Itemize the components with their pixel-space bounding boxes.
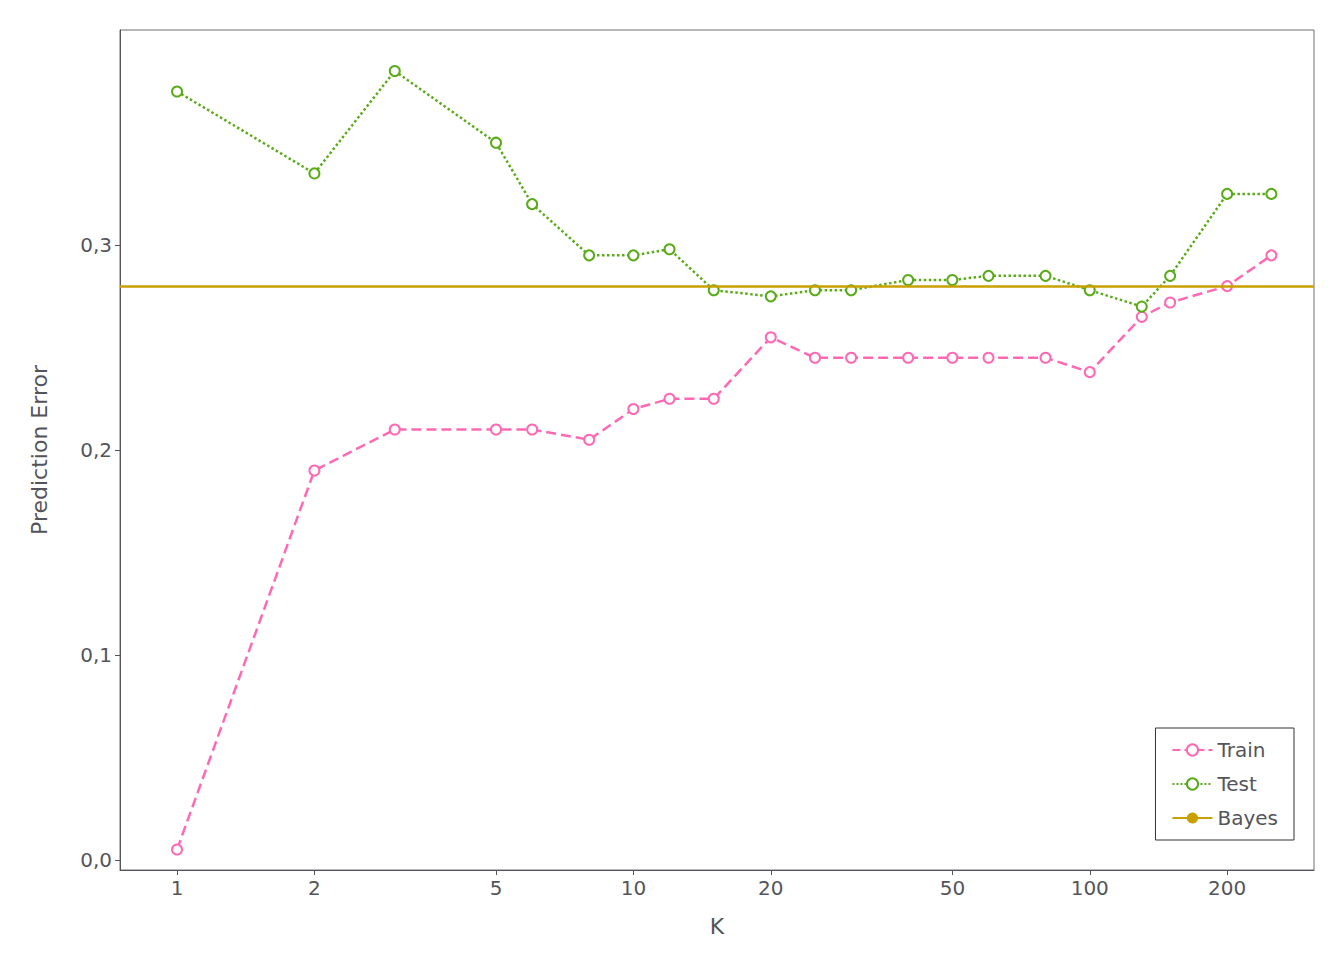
svg-text:100: 100	[1071, 876, 1109, 900]
svg-text:0,0: 0,0	[80, 848, 112, 872]
svg-text:0,2: 0,2	[80, 438, 112, 462]
svg-text:K: K	[710, 914, 725, 939]
svg-text:10: 10	[621, 876, 646, 900]
svg-text:50: 50	[940, 876, 965, 900]
svg-text:Bayes: Bayes	[1217, 806, 1278, 830]
svg-text:0,3: 0,3	[80, 233, 112, 257]
svg-text:5: 5	[490, 876, 503, 900]
svg-text:Train: Train	[1216, 738, 1265, 762]
svg-text:0,1: 0,1	[80, 643, 112, 667]
svg-text:2: 2	[308, 876, 321, 900]
svg-text:20: 20	[758, 876, 783, 900]
svg-text:200: 200	[1208, 876, 1246, 900]
svg-text:1: 1	[171, 876, 184, 900]
svg-text:Test: Test	[1216, 772, 1257, 796]
svg-text:Prediction Error: Prediction Error	[27, 364, 52, 535]
